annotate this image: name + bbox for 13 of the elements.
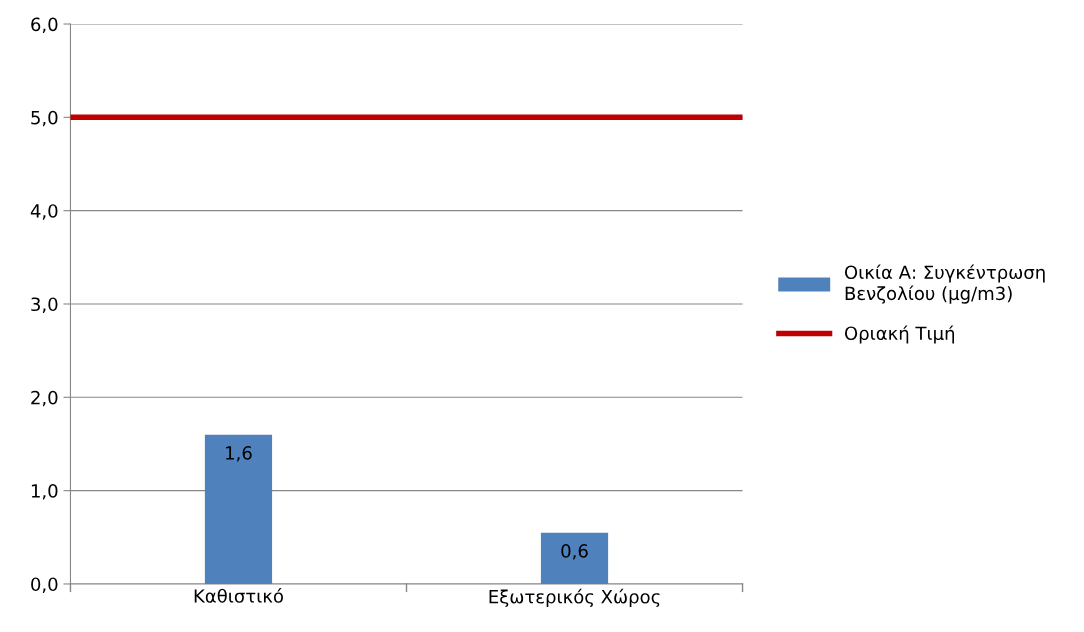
y-tick-label: 4,0 <box>30 204 58 220</box>
y-tick-label: 0,0 <box>31 577 58 593</box>
y-tick-label: 5,0 <box>31 110 58 127</box>
x-tick-label: Καθιστικό <box>194 588 283 603</box>
data-label: 0,6 <box>561 544 588 560</box>
y-tick-label: 2,0 <box>31 390 58 407</box>
x-tick-label: Εξωτερικός Χώρος <box>489 588 660 608</box>
y-tick-label: 1,0 <box>31 484 58 500</box>
y-tick-label: 3,0 <box>31 297 58 313</box>
legend-label: Οριακή Τιμή <box>844 325 954 344</box>
y-tick-label: 6,0 <box>31 17 58 33</box>
legend-label: Οικία Α: Συγκέντρωση Βενζολίου (μg/m3) <box>844 264 1045 304</box>
data-label: 1,6 <box>226 446 252 462</box>
